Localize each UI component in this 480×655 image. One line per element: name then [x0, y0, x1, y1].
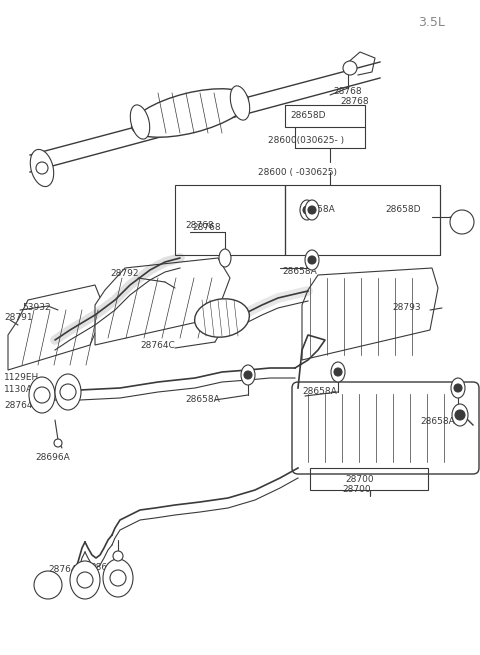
Ellipse shape: [305, 250, 319, 270]
Text: 28600(030625- ): 28600(030625- ): [268, 136, 344, 145]
Text: 28658A: 28658A: [300, 206, 335, 214]
Circle shape: [34, 387, 50, 403]
Bar: [285, 105, 365, 127]
Ellipse shape: [305, 200, 319, 220]
Circle shape: [60, 384, 76, 400]
Circle shape: [455, 410, 465, 420]
Text: 28658A: 28658A: [420, 417, 455, 426]
Circle shape: [244, 371, 252, 379]
Circle shape: [343, 61, 357, 75]
Circle shape: [34, 571, 62, 599]
Circle shape: [308, 256, 316, 264]
Ellipse shape: [70, 561, 100, 599]
Circle shape: [308, 206, 316, 214]
Text: 28792: 28792: [110, 269, 139, 278]
Text: 28768: 28768: [333, 88, 361, 96]
Circle shape: [36, 162, 48, 174]
Circle shape: [54, 439, 62, 447]
Ellipse shape: [30, 149, 54, 187]
Bar: [285, 185, 440, 255]
Ellipse shape: [194, 299, 250, 337]
Text: 3.5L: 3.5L: [418, 16, 445, 29]
Text: 28791: 28791: [4, 312, 33, 322]
Circle shape: [454, 384, 462, 392]
Text: A: A: [45, 580, 51, 590]
Circle shape: [110, 570, 126, 586]
Bar: [175, 185, 285, 255]
Polygon shape: [95, 258, 230, 345]
Text: 28600 ( -030625): 28600 ( -030625): [258, 168, 337, 176]
Circle shape: [77, 572, 93, 588]
Text: 28700: 28700: [345, 474, 373, 483]
Text: 1130AC: 1130AC: [4, 386, 39, 394]
Text: 28764A: 28764A: [4, 400, 38, 409]
Ellipse shape: [230, 86, 250, 120]
Ellipse shape: [29, 377, 55, 413]
Text: 28793: 28793: [392, 303, 420, 312]
Ellipse shape: [219, 249, 231, 267]
Text: 28696A: 28696A: [35, 453, 70, 462]
Text: 28768: 28768: [192, 223, 221, 233]
Circle shape: [113, 551, 123, 561]
Bar: [310, 468, 428, 490]
Text: 28658D: 28658D: [385, 206, 420, 214]
FancyBboxPatch shape: [292, 382, 479, 474]
Ellipse shape: [300, 200, 314, 220]
Polygon shape: [302, 268, 438, 360]
Ellipse shape: [451, 378, 465, 398]
Circle shape: [221, 254, 229, 262]
Ellipse shape: [103, 559, 133, 597]
Ellipse shape: [130, 105, 150, 139]
Text: 28658A: 28658A: [185, 396, 220, 405]
Ellipse shape: [55, 374, 81, 410]
Text: A: A: [459, 217, 465, 227]
Circle shape: [450, 210, 474, 234]
Ellipse shape: [241, 365, 255, 385]
Text: 28679: 28679: [90, 563, 119, 572]
Text: 28658A: 28658A: [282, 267, 317, 276]
Text: 28768: 28768: [185, 221, 214, 229]
Text: 28768: 28768: [340, 98, 369, 107]
Text: 28658D: 28658D: [290, 111, 325, 121]
Polygon shape: [8, 285, 105, 370]
Text: 53932: 53932: [22, 303, 50, 312]
Circle shape: [334, 368, 342, 376]
Ellipse shape: [452, 404, 468, 426]
Text: 1129EH: 1129EH: [4, 373, 39, 383]
Ellipse shape: [132, 89, 249, 138]
Text: 28764E: 28764E: [48, 565, 82, 574]
Text: 28658A: 28658A: [302, 388, 337, 396]
Circle shape: [303, 206, 311, 214]
Text: 28764C: 28764C: [140, 341, 175, 350]
Text: 28700: 28700: [342, 485, 371, 495]
Ellipse shape: [331, 362, 345, 382]
